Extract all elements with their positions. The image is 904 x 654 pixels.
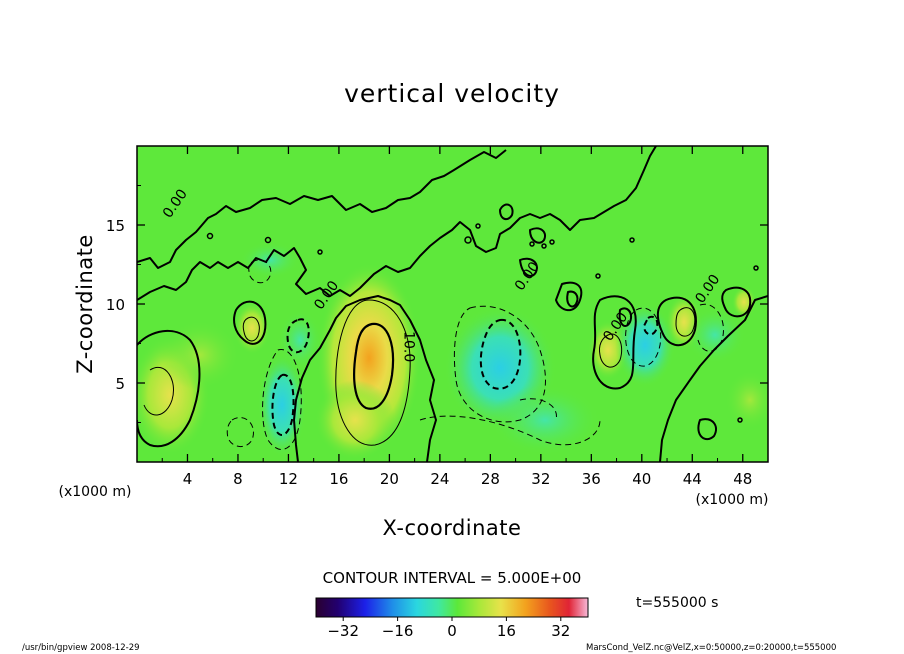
contour-specks bbox=[206, 223, 759, 423]
colorbar-tick-label: 16 bbox=[497, 622, 516, 640]
y-axis-title: Z-coordinate bbox=[73, 234, 97, 374]
heatmap-field bbox=[137, 146, 768, 462]
downdraft-5 bbox=[240, 242, 300, 278]
updraft-left-upper bbox=[160, 320, 240, 390]
downdraft-1b bbox=[278, 310, 322, 370]
y-axis-ticks: 5 10 15 bbox=[106, 185, 768, 423]
y-tick-label: 15 bbox=[106, 217, 125, 235]
updraft-lower bbox=[315, 380, 395, 460]
x-tick-label: 16 bbox=[329, 470, 348, 488]
colorbar bbox=[315, 597, 589, 618]
x-axis-title: X-coordinate bbox=[383, 516, 522, 540]
updraft-right bbox=[725, 370, 768, 430]
colorbar-tick-label: −32 bbox=[327, 622, 359, 640]
colorbar-ticks: −32 −16 0 16 32 bbox=[327, 617, 570, 640]
zero-contours bbox=[137, 146, 768, 462]
contour-interval-label: CONTOUR INTERVAL = 5.000E+00 bbox=[323, 569, 582, 587]
downdraft-4 bbox=[685, 307, 745, 363]
updraft-small-4 bbox=[732, 286, 756, 318]
x-tick-label: 40 bbox=[632, 470, 651, 488]
x-tick-label: 20 bbox=[380, 470, 399, 488]
x-tick-label: 44 bbox=[683, 470, 702, 488]
x-tick-label: 8 bbox=[233, 470, 243, 488]
x-tick-label: 28 bbox=[481, 470, 500, 488]
contour-label: 10.0 bbox=[401, 331, 417, 362]
colorbar-tick-label: 32 bbox=[551, 622, 570, 640]
y-unit-label: (x1000 m) bbox=[59, 484, 132, 500]
x-tick-label: 32 bbox=[531, 470, 550, 488]
colorbar-tick-label: −16 bbox=[382, 622, 414, 640]
y-tick-label: 5 bbox=[115, 375, 125, 393]
x-tick-label: 36 bbox=[582, 470, 601, 488]
contour-10 bbox=[353, 322, 395, 410]
y-tick-label: 10 bbox=[106, 296, 125, 314]
x-unit-label: (x1000 m) bbox=[696, 492, 769, 508]
footer-left: /usr/bin/gpview 2008-12-29 bbox=[22, 643, 140, 653]
positive-contours bbox=[143, 299, 696, 446]
colorbar-tick-label: 0 bbox=[447, 622, 457, 640]
chart-title: vertical velocity bbox=[344, 79, 560, 108]
negative-contours bbox=[226, 259, 724, 450]
x-tick-label: 48 bbox=[733, 470, 752, 488]
x-tick-label: 4 bbox=[183, 470, 193, 488]
x-axis-ticks: 4 8 12 16 20 24 28 32 36 40 44 48 bbox=[161, 146, 752, 488]
time-label: t=555000 s bbox=[636, 595, 718, 611]
downdraft-2b bbox=[490, 385, 600, 455]
x-tick-label: 12 bbox=[279, 470, 298, 488]
footer-right: MarsCond_VelZ.nc@VelZ,x=0:50000,z=0:2000… bbox=[586, 643, 836, 653]
x-tick-label: 24 bbox=[430, 470, 449, 488]
